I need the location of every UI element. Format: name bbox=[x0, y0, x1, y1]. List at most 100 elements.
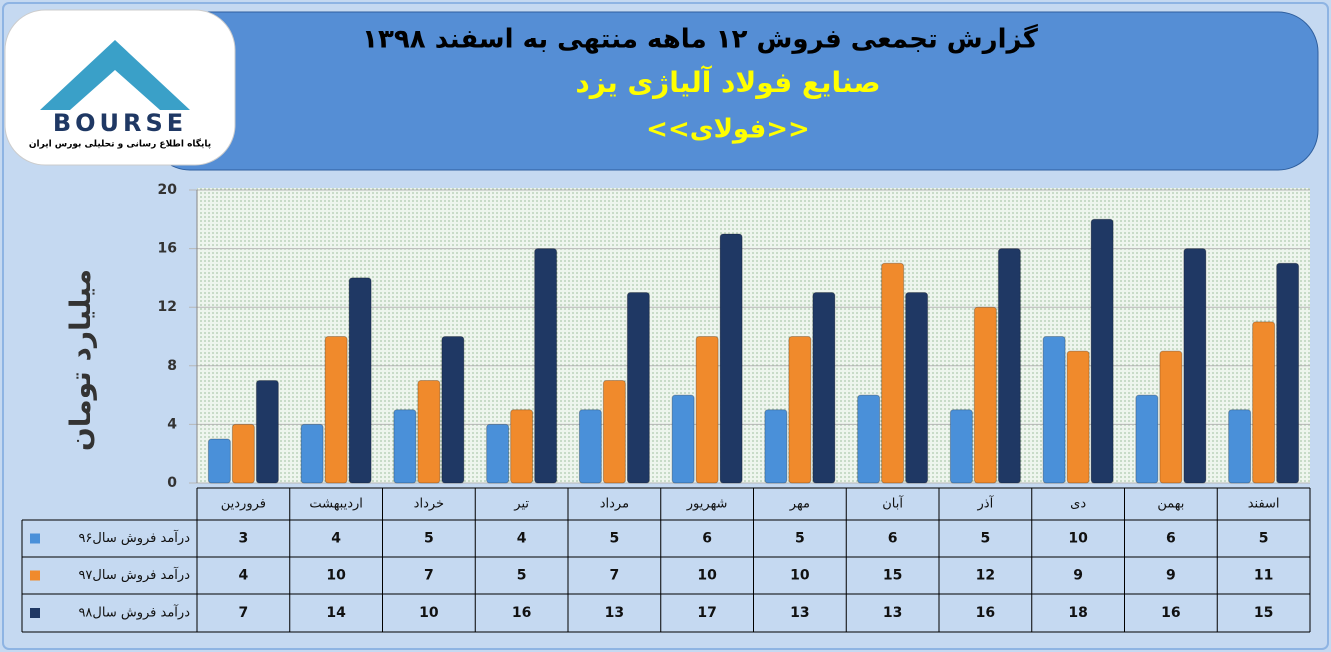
logo-box bbox=[4, 9, 236, 166]
bar bbox=[626, 292, 650, 484]
bar bbox=[788, 336, 812, 484]
table-cell: 13 bbox=[790, 605, 809, 621]
bar bbox=[949, 409, 973, 484]
bar bbox=[1276, 262, 1300, 484]
x-tick-label: فروردین bbox=[221, 497, 266, 512]
bar bbox=[207, 438, 231, 484]
table-cell: 10 bbox=[419, 605, 439, 621]
table-cell: 16 bbox=[512, 605, 531, 621]
bar bbox=[973, 306, 997, 484]
legend-swatch bbox=[30, 533, 40, 544]
x-tick-label: شهریور bbox=[686, 497, 728, 512]
table-cell: 5 bbox=[424, 531, 434, 547]
x-tick-label: خرداد bbox=[414, 497, 444, 512]
table-cell: 10 bbox=[326, 568, 346, 584]
x-tick-label: اردیبهشت bbox=[309, 497, 363, 512]
bar bbox=[719, 233, 743, 484]
bar bbox=[1183, 248, 1207, 484]
table-cell: 6 bbox=[888, 531, 898, 547]
table-cell: 15 bbox=[883, 568, 902, 584]
table-cell: 5 bbox=[610, 531, 620, 547]
legend-label: درآمد فروش سال۹۶ bbox=[78, 529, 190, 546]
bar bbox=[300, 423, 324, 484]
bar bbox=[764, 409, 788, 484]
bar bbox=[1066, 350, 1090, 484]
table-cell: 9 bbox=[1166, 568, 1176, 584]
table-cell: 10 bbox=[790, 568, 810, 584]
y-tick-label: 12 bbox=[158, 299, 177, 315]
table-cell: 14 bbox=[326, 605, 346, 621]
bar bbox=[231, 423, 255, 484]
x-tick-label: تیر bbox=[513, 497, 529, 512]
table-cell: 3 bbox=[239, 531, 249, 547]
table-cell: 16 bbox=[1161, 605, 1180, 621]
bar bbox=[812, 292, 836, 484]
table-cell: 10 bbox=[697, 568, 717, 584]
table-cell: 5 bbox=[1259, 531, 1269, 547]
table-cell: 13 bbox=[605, 605, 624, 621]
bar bbox=[1090, 218, 1114, 484]
y-tick-label: 8 bbox=[167, 358, 177, 374]
y-tick-label: 20 bbox=[158, 182, 178, 198]
logo-tagline: پایگاه اطلاع رسانی و تحلیلی بورس ایران bbox=[29, 138, 211, 150]
legend-label: درآمد فروش سال۹۷ bbox=[78, 566, 190, 583]
table-cell: 4 bbox=[331, 531, 341, 547]
table-cell: 5 bbox=[795, 531, 805, 547]
x-tick-label: بهمن bbox=[1157, 497, 1184, 512]
y-tick-label: 0 bbox=[167, 475, 177, 491]
symbol: <<فولای>> bbox=[646, 115, 810, 145]
chart-title: گزارش تجمعی فروش ۱۲ ماهه منتهی به اسفند … bbox=[362, 24, 1039, 55]
bar bbox=[905, 292, 929, 484]
table-cell: 5 bbox=[517, 568, 527, 584]
x-tick-label: دی bbox=[1070, 497, 1086, 512]
bar bbox=[1135, 394, 1159, 484]
table-cell: 4 bbox=[239, 568, 249, 584]
bar bbox=[1042, 336, 1066, 484]
bar bbox=[602, 379, 626, 484]
legend-swatch bbox=[30, 608, 40, 618]
table-cell: 6 bbox=[1166, 531, 1176, 547]
bar bbox=[695, 336, 719, 484]
bar bbox=[1159, 350, 1183, 484]
bar bbox=[1228, 409, 1252, 484]
bar bbox=[671, 394, 695, 484]
x-tick-label: آذر bbox=[977, 495, 995, 512]
table-cell: 15 bbox=[1254, 605, 1273, 621]
bar bbox=[417, 379, 441, 484]
table-cell: 7 bbox=[610, 568, 620, 584]
x-tick-label: اسفند bbox=[1248, 497, 1280, 512]
table-cell: 5 bbox=[981, 531, 991, 547]
logo-name: BOURSE bbox=[53, 109, 187, 137]
legend-label: درآمد فروش سال۹۸ bbox=[78, 604, 190, 621]
bar bbox=[393, 409, 417, 484]
table-cell: 6 bbox=[702, 531, 712, 547]
chart-subtitle: صنایع فولاد آلیاژی یزد bbox=[575, 65, 880, 99]
bar bbox=[348, 277, 372, 484]
table-cell: 11 bbox=[1254, 568, 1273, 584]
table-cell: 12 bbox=[976, 568, 995, 584]
table-cell: 7 bbox=[239, 605, 249, 621]
bar bbox=[534, 248, 558, 484]
bar bbox=[881, 262, 905, 484]
y-axis-label: میلیارد تومان bbox=[64, 269, 97, 451]
bar bbox=[255, 379, 279, 484]
plot-area bbox=[197, 188, 1310, 483]
table-cell: 18 bbox=[1068, 605, 1087, 621]
bar bbox=[441, 336, 465, 484]
table-cell: 10 bbox=[1068, 531, 1088, 547]
table-cell: 7 bbox=[424, 568, 434, 584]
logo-shape bbox=[40, 40, 190, 110]
bar bbox=[510, 409, 534, 484]
table-cell: 13 bbox=[883, 605, 902, 621]
x-tick-label: آبان bbox=[882, 495, 904, 512]
y-tick-label: 4 bbox=[167, 416, 177, 432]
table-cell: 4 bbox=[517, 531, 527, 547]
x-tick-label: مرداد bbox=[600, 497, 629, 512]
x-tick-label: مهر bbox=[789, 497, 810, 512]
bar bbox=[1252, 321, 1276, 484]
bar bbox=[486, 423, 510, 484]
y-tick-label: 16 bbox=[158, 241, 177, 257]
bar bbox=[997, 248, 1021, 484]
